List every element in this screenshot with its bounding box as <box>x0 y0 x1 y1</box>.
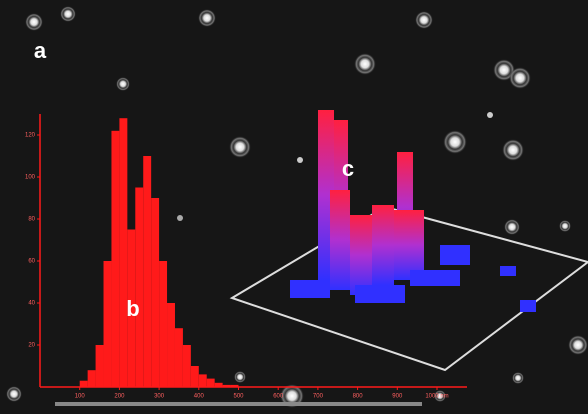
y-tick-label: 80 <box>28 217 35 223</box>
y-tick-label: 60 <box>28 259 35 265</box>
scale-bar <box>55 402 422 406</box>
x-tick-label: 700 <box>313 394 324 400</box>
bar <box>199 374 207 387</box>
y-tick-label: 120 <box>25 133 36 139</box>
bar <box>231 385 239 387</box>
bar <box>207 379 215 387</box>
bar <box>88 370 96 387</box>
bar <box>159 261 167 387</box>
panel-label: a <box>34 38 47 63</box>
bar <box>119 118 127 387</box>
figure: 20 40 60 80 100 120 100 200 300 400 500 600 700 800 90… <box>0 0 588 414</box>
bar <box>191 366 199 387</box>
bar <box>151 198 159 387</box>
x-tick-label: 600 <box>273 394 284 400</box>
x-tick-label: 400 <box>194 394 205 400</box>
bar <box>175 328 183 387</box>
x-tick-label: 300 <box>154 394 165 400</box>
panel-label: b <box>126 296 139 321</box>
bar <box>223 385 231 387</box>
y-tick-label: 100 <box>25 175 36 181</box>
x-tick-label: 1000 nm <box>425 394 448 400</box>
panel-label: c <box>342 156 354 181</box>
x-tick-label: 900 <box>392 394 403 400</box>
bar <box>143 156 151 387</box>
bar <box>167 303 175 387</box>
y-tick-label: 20 <box>28 343 35 349</box>
bar <box>96 345 104 387</box>
bar <box>111 131 119 387</box>
x-tick-label: 200 <box>114 394 125 400</box>
bar <box>80 381 88 387</box>
bar <box>104 261 112 387</box>
x-tick-label: 500 <box>233 394 244 400</box>
x-tick-label: 100 <box>75 394 86 400</box>
bar <box>135 188 143 388</box>
bar <box>215 383 223 387</box>
bar <box>183 345 191 387</box>
x-tick-label: 800 <box>353 394 364 400</box>
y-tick-label: 40 <box>28 301 35 307</box>
